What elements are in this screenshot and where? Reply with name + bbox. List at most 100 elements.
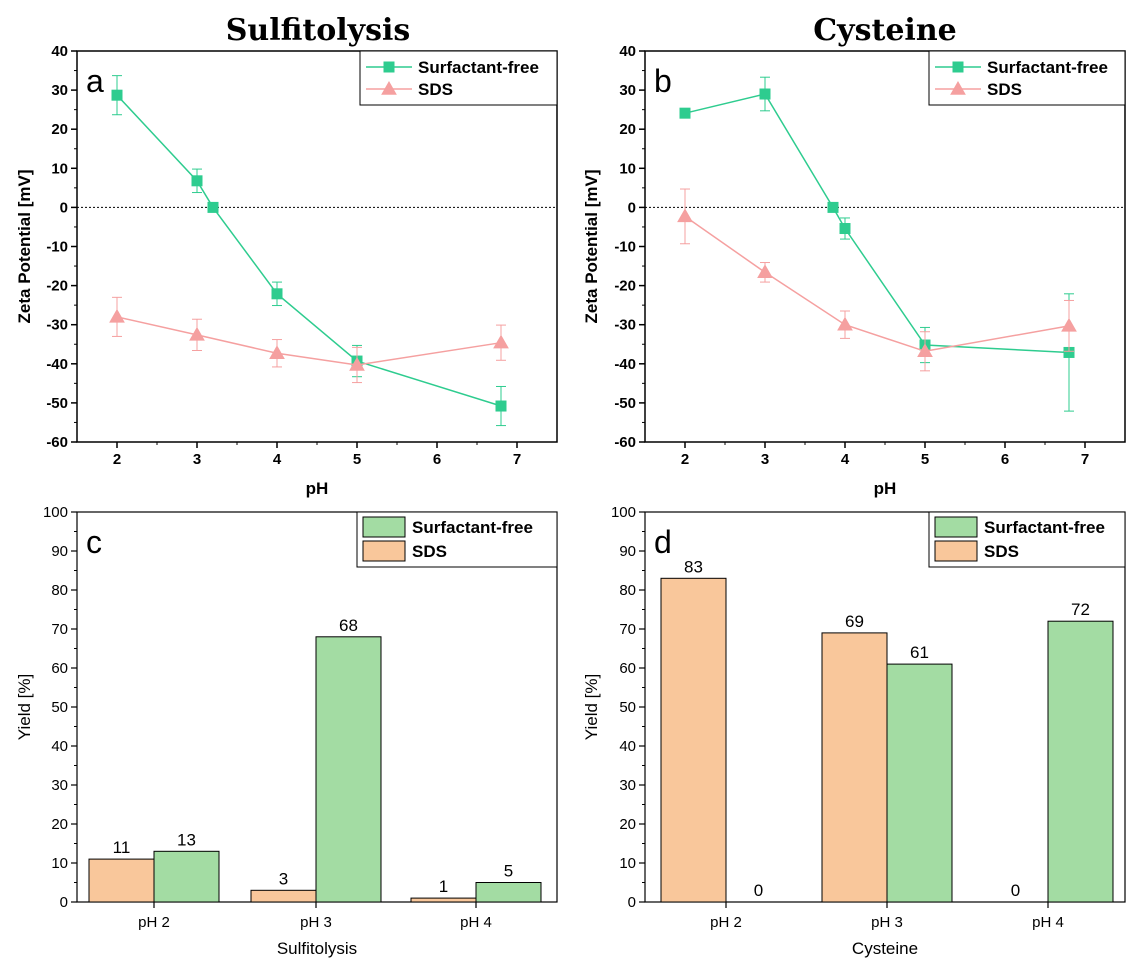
data-point <box>189 326 205 341</box>
y-tick-label: -40 <box>614 356 636 373</box>
bar <box>88 858 155 903</box>
data-point <box>1061 317 1077 332</box>
data-point <box>679 107 691 119</box>
x-tick-label: 3 <box>761 451 769 468</box>
y-tick-label: 50 <box>51 699 68 716</box>
y-tick-label: 70 <box>51 621 68 638</box>
y-tick-label: -30 <box>614 317 636 334</box>
y-tick-label: -20 <box>614 278 636 295</box>
bar-value-label: 68 <box>339 616 358 635</box>
y-tick-label: 30 <box>51 82 68 99</box>
y-tick-label: 100 <box>611 504 636 521</box>
legend-box <box>359 50 558 106</box>
legend-swatch <box>362 516 406 538</box>
bar <box>475 882 542 903</box>
y-tick-label: 100 <box>43 504 68 521</box>
bar-value-label: 83 <box>684 557 703 576</box>
data-point <box>271 288 283 300</box>
y-tick-label: 90 <box>51 543 68 560</box>
y-tick-label: 80 <box>619 582 636 599</box>
bar-value-label: 69 <box>845 612 864 631</box>
plot-frame <box>644 50 1126 443</box>
bar-value-label: 0 <box>754 881 763 900</box>
y-tick-label: 40 <box>51 43 68 60</box>
data-point <box>191 175 203 187</box>
bar <box>250 889 317 903</box>
y-tick-label: -60 <box>614 434 636 451</box>
x-tick-label: 3 <box>193 451 201 468</box>
y-tick-label: -20 <box>46 278 68 295</box>
yield-chart-d: d 0 10 20 30 40 50 60 70 80 90 100 pH 2 83 0 pH 3 69 61 pH… <box>582 504 1126 958</box>
x-tick-label: pH 4 <box>460 914 492 931</box>
bar <box>821 632 888 903</box>
chart-title: Cysteine <box>813 13 956 48</box>
data-point <box>759 88 771 100</box>
data-point <box>837 316 853 331</box>
bar-value-label: 1 <box>439 877 448 896</box>
panel-letter: a <box>86 63 104 99</box>
y-axis-label: Yield [%] <box>15 674 34 740</box>
y-tick-label: -60 <box>46 434 68 451</box>
y-tick-label: -30 <box>46 317 68 334</box>
series-surfactant-free <box>679 76 1075 412</box>
x-axis-label: pH <box>874 479 897 498</box>
legend-swatch <box>362 540 406 562</box>
x-tick-label: pH 3 <box>300 914 332 931</box>
data-point <box>111 89 123 101</box>
bar-value-label: 0 <box>1011 881 1020 900</box>
panel-letter: b <box>654 63 672 99</box>
bar <box>886 663 953 903</box>
y-tick-label: 20 <box>619 121 636 138</box>
x-tick-label: 7 <box>1081 451 1089 468</box>
legend-label: SDS <box>987 80 1022 99</box>
data-point <box>349 356 365 371</box>
x-tick-label: 5 <box>353 451 361 468</box>
y-tick-label: -10 <box>46 239 68 256</box>
y-tick-label: 30 <box>619 82 636 99</box>
zeta-chart-b: Cysteine b -60 -50 -40 -30 -20 -10 0 10 20 30 40 2 3 4 5… <box>582 13 1126 498</box>
y-tick-label: 10 <box>51 855 68 872</box>
y-tick-label: 10 <box>619 855 636 872</box>
legend-label: Surfactant-free <box>984 518 1105 537</box>
legend: Surfactant-free SDS <box>356 511 558 568</box>
legend-marker <box>952 61 964 73</box>
y-tick-label: 10 <box>619 160 636 177</box>
legend-label: SDS <box>418 80 453 99</box>
data-point <box>839 223 851 235</box>
x-tick-label: 2 <box>681 451 689 468</box>
bar-value-label: 13 <box>177 830 196 849</box>
zeta-chart-a: Sulfitolysis a -60 -50 -40 -30 -20 -10 0 10 20 30 40… <box>15 13 558 498</box>
y-tick-label: -10 <box>614 239 636 256</box>
x-axis-label: pH <box>306 479 329 498</box>
y-tick-label: 10 <box>51 160 68 177</box>
x-tick-label: 2 <box>113 451 121 468</box>
x-tick-label: 5 <box>921 451 929 468</box>
y-tick-label: 0 <box>628 199 636 216</box>
y-tick-label: 0 <box>60 199 68 216</box>
y-tick-label: 20 <box>51 816 68 833</box>
y-tick-label: 60 <box>51 660 68 677</box>
legend-label: Surfactant-free <box>412 518 533 537</box>
x-tick-label: pH 3 <box>871 914 903 931</box>
x-tick-label: 6 <box>433 451 441 468</box>
bar-value-label: 3 <box>279 869 288 888</box>
y-axis-label: Zeta Potential [mV] <box>582 170 601 324</box>
chart-title: Sulfitolysis <box>226 13 411 48</box>
y-tick-label: 20 <box>619 816 636 833</box>
bar <box>1047 620 1114 903</box>
panel-letter: c <box>86 524 102 560</box>
data-point <box>677 208 693 223</box>
x-tick-label: 4 <box>841 451 850 468</box>
x-tick-label: 4 <box>273 451 282 468</box>
x-tick-label: 7 <box>513 451 521 468</box>
y-axis-label: Zeta Potential [mV] <box>15 170 34 324</box>
y-axis-label: Yield [%] <box>582 674 601 740</box>
data-point <box>493 334 509 349</box>
y-tick-label: 80 <box>51 582 68 599</box>
y-tick-label: 70 <box>619 621 636 638</box>
data-point <box>109 308 125 323</box>
data-point <box>827 201 839 213</box>
legend: Surfactant-free SDS <box>928 511 1126 568</box>
yield-chart-c: c 0 10 20 30 40 50 60 70 80 90 100 pH 2 11 13 pH 3 3 68 pH… <box>15 504 558 958</box>
series-surfactant-free <box>111 75 507 427</box>
